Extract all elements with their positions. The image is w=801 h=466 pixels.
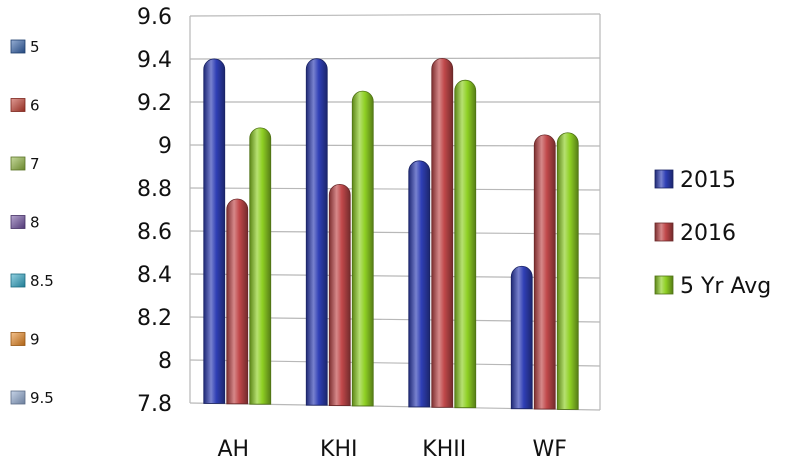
- y-tick-label: 9.6: [137, 5, 172, 30]
- secondary-legend-swatch: [10, 156, 26, 171]
- secondary-legend-label: 9: [30, 331, 40, 349]
- bar-5-yr-avg-khii: [454, 79, 477, 409]
- bar-5-yr-avg-wf: [556, 132, 579, 410]
- x-axis-categories: AH KHI KHII WF: [217, 437, 567, 462]
- y-tick-label: 8.8: [137, 177, 172, 202]
- bar-2015-khii: [408, 160, 431, 408]
- x-category-label: AH: [217, 437, 249, 462]
- y-tick-label: 7.8: [137, 392, 172, 417]
- secondary-legend-label: 5: [30, 38, 40, 56]
- y-tick-label: 9.2: [137, 91, 172, 116]
- secondary-legend-label: 8.5: [30, 272, 54, 290]
- secondary-legend-label: 9.5: [30, 389, 54, 407]
- legend: 2015 2016 5 Yr Avg: [654, 168, 771, 299]
- legend-label: 2016: [680, 221, 736, 246]
- legend-swatch: [654, 222, 674, 242]
- secondary-legend-label: 8: [30, 214, 40, 232]
- bar-2015-wf: [510, 265, 533, 410]
- secondary-legend-swatch: [10, 98, 26, 112]
- bar-2016-khi: [328, 184, 351, 406]
- legend-swatch: [654, 169, 674, 189]
- bar-2016-ah: [226, 198, 249, 405]
- y-tick-label: 9.4: [137, 48, 172, 73]
- y-tick-label: 8: [158, 349, 172, 374]
- gridline: [189, 57, 601, 60]
- gridline: [189, 13, 601, 17]
- secondary-legend-label: 6: [30, 97, 40, 115]
- y-tick-label: 9: [158, 134, 172, 159]
- x-category-label: KHI: [320, 437, 357, 462]
- secondary-legend: 5 6 7 8 8.5 9 9.5: [10, 38, 54, 407]
- legend-label: 2015: [680, 168, 736, 193]
- secondary-legend-swatch: [10, 39, 26, 54]
- y-tick-label: 8.2: [137, 306, 172, 331]
- legend-label: 5 Yr Avg: [680, 274, 771, 299]
- bar-5-yr-avg-khi: [351, 90, 374, 407]
- secondary-legend-label: 7: [30, 155, 40, 173]
- secondary-legend-swatch: [10, 215, 26, 229]
- legend-swatch: [654, 275, 674, 295]
- x-category-label: WF: [533, 437, 567, 462]
- x-category-label: KHII: [422, 437, 466, 462]
- bar-2015-ah: [203, 58, 226, 404]
- bars: [203, 58, 579, 410]
- bar-2015-khi: [305, 58, 328, 406]
- secondary-legend-swatch: [10, 390, 26, 405]
- secondary-legend-swatch: [10, 273, 26, 288]
- y-axis-ticks: 7.8 8 8.2 8.4 8.6 8.8 9 9.2 9.4 9.6: [137, 5, 172, 417]
- secondary-legend-swatch: [10, 332, 26, 346]
- bar-2016-khii: [431, 58, 454, 408]
- bar-5-yr-avg-ah: [249, 127, 272, 405]
- y-tick-label: 8.6: [137, 220, 172, 245]
- bar-2016-wf: [533, 134, 556, 410]
- y-tick-label: 8.4: [137, 263, 172, 288]
